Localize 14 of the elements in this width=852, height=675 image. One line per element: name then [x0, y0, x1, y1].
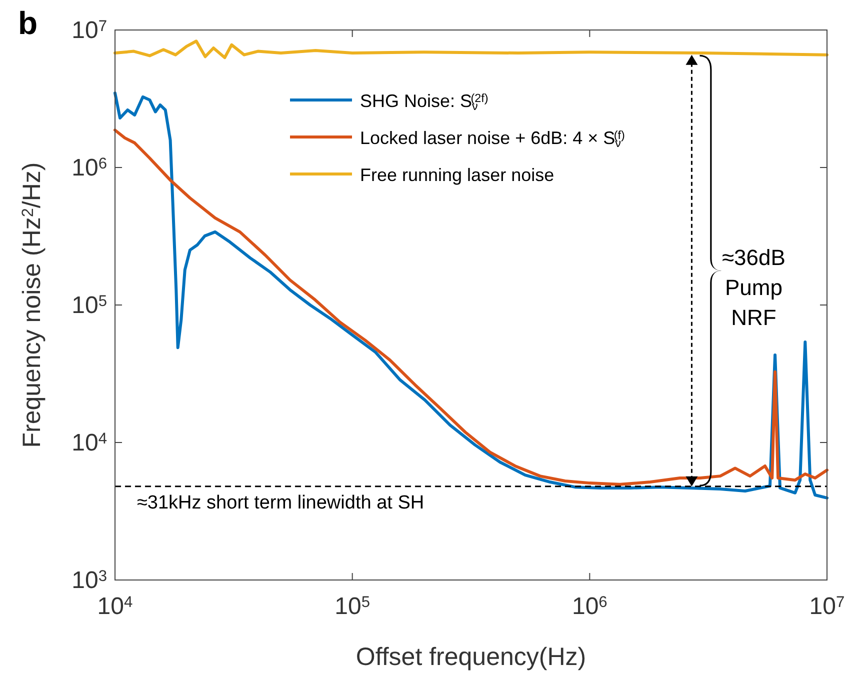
x-tick-label: 10$^{7}$ [809, 593, 845, 620]
ref-line-label: ≈31kHz short term linewidth at SH [137, 492, 424, 514]
y-tick-label: 10$^{5}$ [72, 292, 108, 319]
text: b [18, 5, 38, 41]
x-tick-label: 10$^{6}$ [572, 593, 608, 620]
x-tick-label: 10$^{4}$ [97, 593, 134, 620]
y-tick-label: 10$^{7}$ [72, 17, 107, 44]
y-tick-label: 10$^{4}$ [72, 430, 108, 456]
x-tick-label: 10$^{5}$ [334, 593, 370, 620]
legend-label: Free running laser noise [360, 165, 554, 185]
y-tick-label: 10$^{3}$ [72, 567, 107, 594]
y-tick-label: 10$^{6}$ [72, 154, 107, 182]
x-axis-title: Offset frequency(Hz) [356, 643, 586, 671]
annotation: ≈36dB Pump NRF [722, 245, 786, 330]
